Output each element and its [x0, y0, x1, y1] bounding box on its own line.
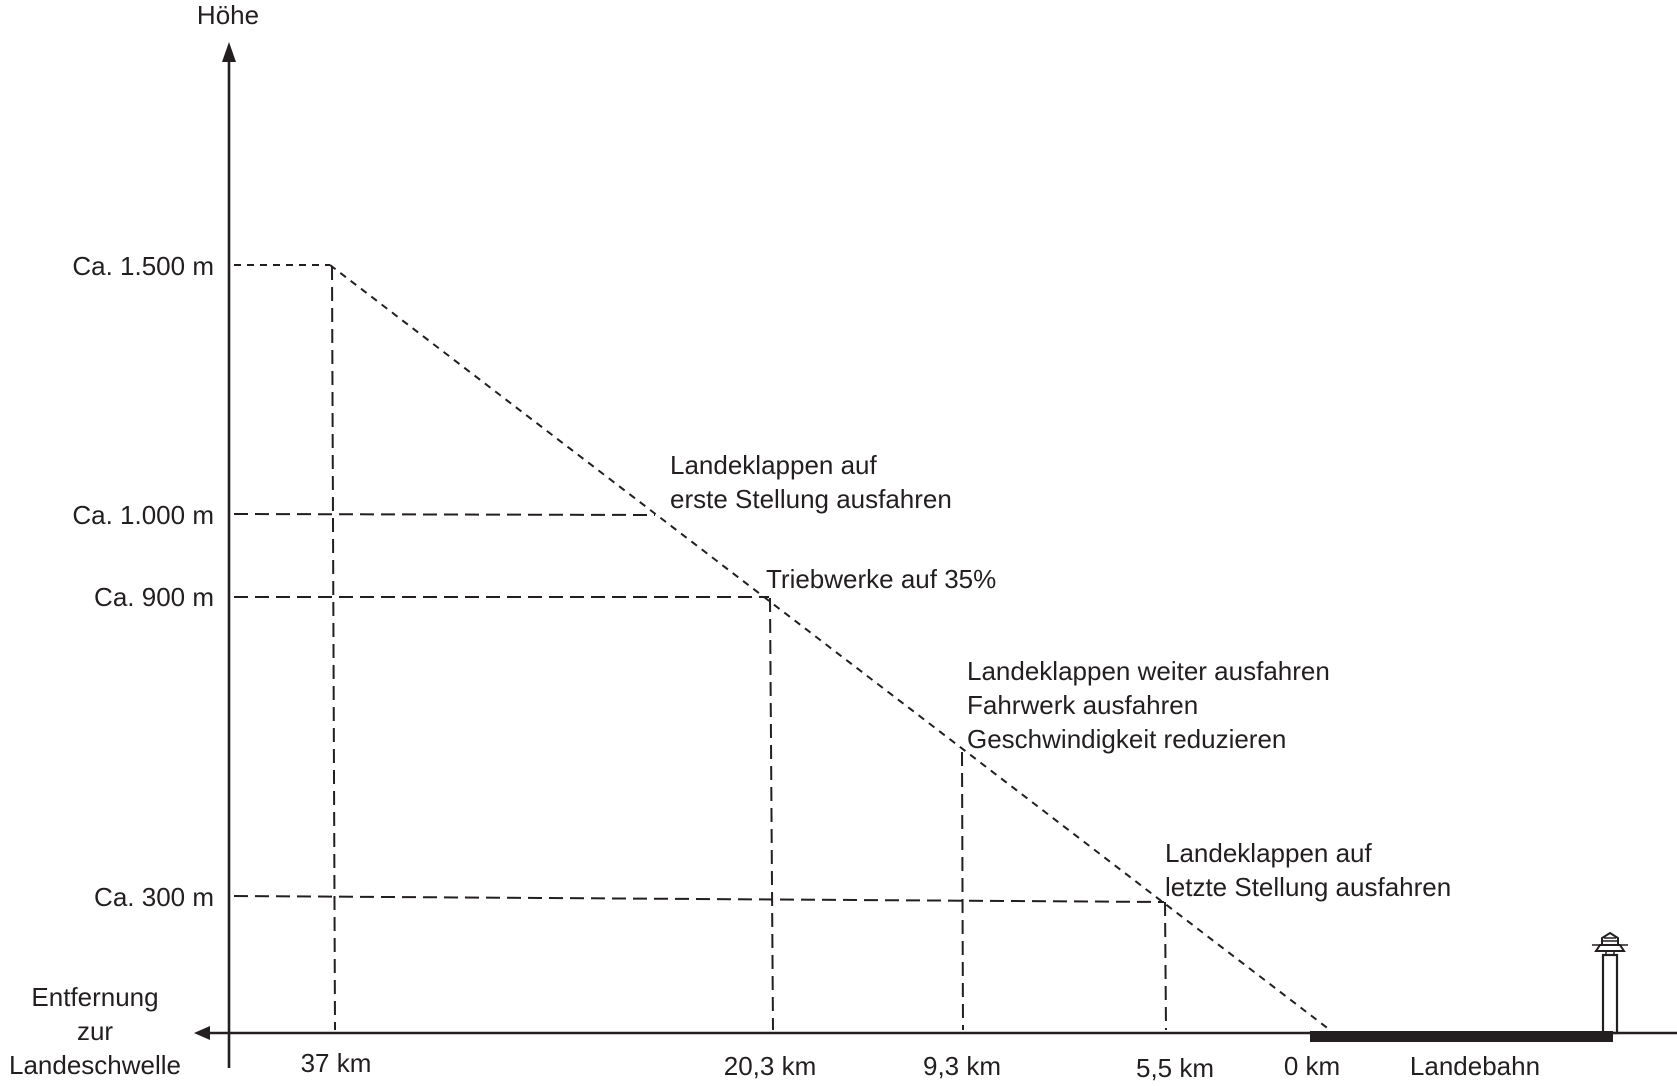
annotation-flaps-further-line-1: Landeklappen weiter ausfahren: [967, 656, 1330, 686]
distance-label-0km: 0 km: [1284, 1051, 1340, 1081]
annotation-flaps-first-line-2: erste Stellung ausfahren: [670, 484, 952, 514]
guide-line-5-5km: [1164, 901, 1167, 1031]
annotation-flaps-last-line-2: letzte Stellung ausfahren: [1165, 872, 1451, 902]
annotation-flaps-further-line-3: Geschwindigkeit reduzieren: [967, 724, 1286, 754]
x-axis-arrowhead: [194, 1026, 210, 1040]
y-axis-arrowhead: [222, 42, 236, 62]
annotation-engines-line-1: Triebwerke auf 35%: [766, 564, 996, 594]
height-label-900: Ca. 900 m: [94, 582, 214, 612]
distance-label-5-5km: 5,5 km: [1136, 1053, 1214, 1083]
distance-label-9-3km: 9,3 km: [923, 1051, 1001, 1081]
guide-line-300: [233, 895, 1165, 903]
x-axis-title-line-1: Entfernung: [31, 982, 158, 1012]
guide-line-9-3km: [961, 751, 964, 1031]
x-axis-title-line-3: Landeschwelle: [9, 1050, 181, 1080]
distance-label-20-3km: 20,3 km: [724, 1051, 817, 1081]
descent-path: [329, 264, 1331, 1031]
control-tower-icon: [1592, 931, 1628, 1035]
x-axis-title-line-2: zur: [77, 1016, 113, 1046]
annotation-flaps-first-line-1: Landeklappen auf: [670, 450, 878, 480]
annotation-flaps-further-line-2: Fahrwerk ausfahren: [967, 690, 1198, 720]
height-label-1500: Ca. 1.500 m: [72, 251, 214, 281]
guide-line-1000: [233, 513, 656, 516]
height-label-1000: Ca. 1.000 m: [72, 500, 214, 530]
distance-label-37km: 37 km: [301, 1048, 372, 1078]
guide-line-20-3km: [769, 597, 774, 1031]
annotation-flaps-last-line-1: Landeklappen auf: [1165, 838, 1373, 868]
runway-label: Landebahn: [1410, 1051, 1540, 1081]
runway: [1310, 1031, 1613, 1042]
height-label-300: Ca. 300 m: [94, 882, 214, 912]
y-axis-title: Höhe: [197, 0, 259, 30]
guide-line-37km: [331, 265, 336, 1031]
